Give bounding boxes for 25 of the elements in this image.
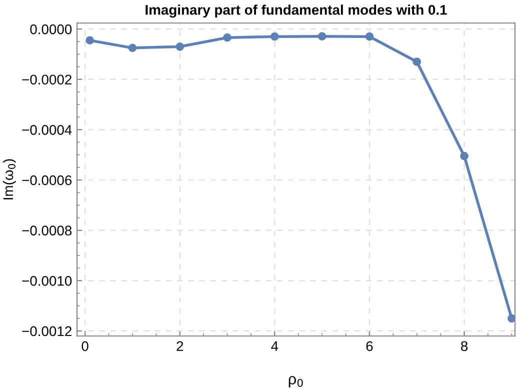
y-tick-label: −0.0004 xyxy=(22,125,72,135)
point xyxy=(460,152,468,160)
y-tick-label: −0.0012 xyxy=(22,326,72,336)
x-tick-label: 8 xyxy=(461,341,468,352)
point xyxy=(412,58,422,66)
point xyxy=(365,32,374,41)
x-axis-title: ρ$_{0}$ xyxy=(288,376,303,388)
point xyxy=(223,33,232,42)
y-tick-label: −0.0010 xyxy=(22,276,72,286)
point xyxy=(176,42,184,51)
point xyxy=(508,314,515,323)
x-tick-label: 6 xyxy=(366,341,373,352)
chart-title: Imaginary part of fundamental modes with 0.1 xyxy=(146,4,447,18)
x-tick-label: 2 xyxy=(176,341,184,351)
y-tick-label: −0.0008 xyxy=(22,226,72,236)
point xyxy=(86,36,94,45)
x-tick-label: 0 xyxy=(82,341,88,352)
y-tick-label: −0.0002 xyxy=(22,74,72,85)
x-tick-label: 4 xyxy=(271,341,278,351)
y-tick-label: −0.0006 xyxy=(22,175,72,186)
point xyxy=(318,32,326,41)
y-tick-label: 0.0000 xyxy=(30,24,72,34)
point xyxy=(270,32,279,41)
y-axis-title: Im(ω$_{0}$) xyxy=(2,159,16,200)
point xyxy=(128,44,137,52)
